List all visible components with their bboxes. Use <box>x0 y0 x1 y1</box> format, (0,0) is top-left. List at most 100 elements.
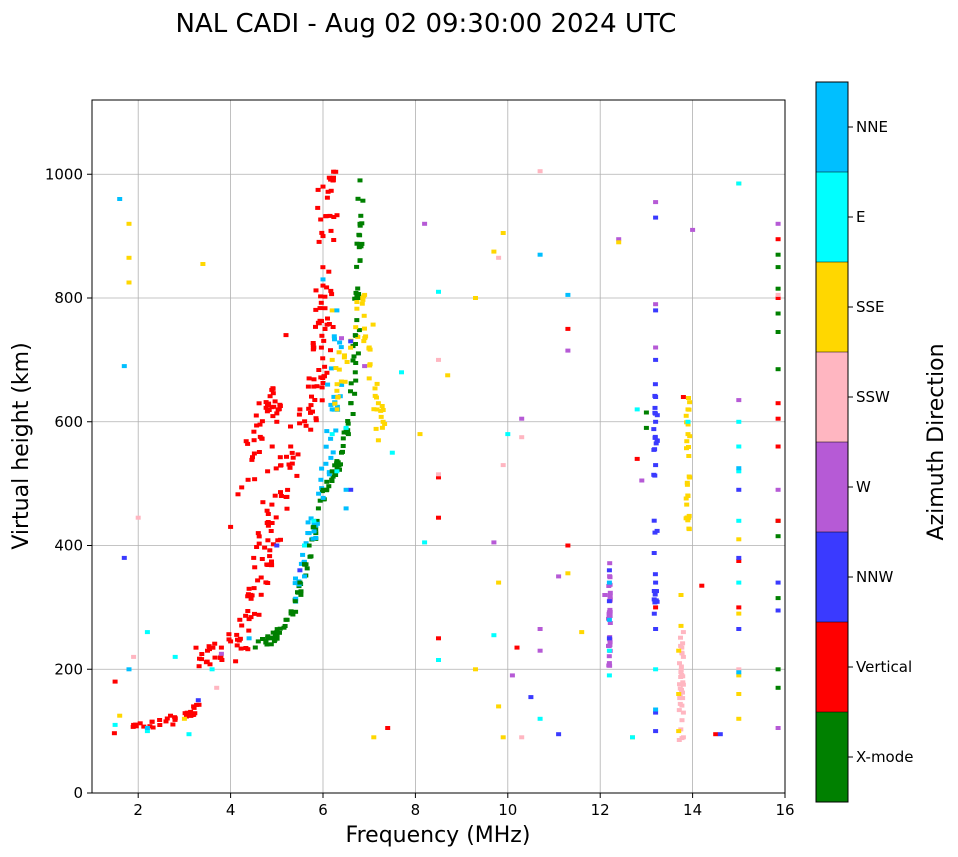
trace-point <box>191 712 197 717</box>
data-point-w <box>606 661 612 666</box>
trace-point <box>265 520 271 524</box>
trace-point <box>315 205 321 210</box>
trace-point <box>607 663 613 668</box>
trace-point <box>203 660 209 665</box>
trace-point <box>237 636 243 641</box>
data-point-w <box>690 227 696 232</box>
trace-point <box>254 423 260 428</box>
trace-point <box>259 436 265 441</box>
trace-point <box>607 607 613 612</box>
trace-point <box>322 327 328 331</box>
data-point-vertical <box>260 500 266 505</box>
data-point-x-mode <box>775 286 781 291</box>
data-point-w <box>556 574 562 579</box>
data-point-sse <box>736 716 742 721</box>
trace-point <box>606 611 612 616</box>
data-point-nne <box>320 277 326 282</box>
data-point-sse <box>200 262 206 266</box>
trace-point <box>328 402 334 407</box>
trace-point <box>324 479 330 484</box>
trace-point <box>342 379 348 384</box>
trace-point <box>323 444 329 449</box>
trace-point <box>607 640 613 645</box>
trace-point <box>272 633 278 638</box>
data-point-sse <box>417 432 423 437</box>
trace-point <box>188 709 194 714</box>
trace-point <box>326 322 332 326</box>
data-point-w <box>602 593 608 597</box>
data-point-x-mode <box>775 685 781 690</box>
data-point-vertical <box>736 559 742 563</box>
data-point-vertical <box>385 726 391 730</box>
data-point-sse <box>329 308 335 313</box>
data-point-vertical <box>775 401 781 406</box>
trace-point <box>676 708 682 713</box>
data-point-x-mode <box>775 667 781 672</box>
trace-point <box>678 664 684 669</box>
trace-point <box>219 658 225 662</box>
trace-point <box>326 470 332 475</box>
data-point-ssw <box>135 515 141 520</box>
trace-point <box>334 466 340 471</box>
data-point-w <box>639 478 645 483</box>
data-point-sse <box>500 735 506 740</box>
trace-point <box>654 438 660 443</box>
trace-point <box>308 516 314 521</box>
trace-point <box>251 451 257 456</box>
trace-point <box>233 659 239 664</box>
data-point-ssw <box>680 735 686 740</box>
data-point-x-mode <box>775 367 781 372</box>
trace-point <box>652 435 658 440</box>
trace-point <box>253 413 259 418</box>
trace-point <box>332 463 338 468</box>
trace-point <box>277 630 282 635</box>
data-point-e <box>736 580 742 585</box>
data-point-w <box>653 345 659 350</box>
trace-point <box>350 412 356 416</box>
trace-point <box>262 545 268 550</box>
trace-point <box>267 394 273 399</box>
data-point-x-mode <box>329 469 335 474</box>
data-point-vertical <box>320 184 326 189</box>
data-point-sse <box>375 438 381 443</box>
trace-point <box>264 642 270 647</box>
data-point-vertical <box>112 679 118 684</box>
trace-point <box>678 643 684 648</box>
trace-point <box>251 429 257 434</box>
data-point-sse <box>117 713 123 718</box>
data-point-vertical <box>168 713 173 718</box>
data-point-vertical <box>736 605 742 610</box>
trace-point <box>358 213 364 218</box>
data-point-sse <box>375 401 381 406</box>
trace-point <box>336 367 342 372</box>
trace-point <box>295 590 301 595</box>
trace-point <box>288 609 294 614</box>
trace-point <box>340 436 346 441</box>
trace-point <box>196 664 202 669</box>
trace-point <box>686 474 692 479</box>
trace-point <box>313 288 319 293</box>
data-point-vertical <box>251 555 257 560</box>
trace-point <box>157 718 163 722</box>
data-point-nne <box>537 252 543 257</box>
colorbar-segment <box>816 262 848 352</box>
trace-point <box>258 592 264 597</box>
trace-point <box>239 623 245 628</box>
trace-point <box>305 520 311 525</box>
x-tick-label: 6 <box>318 801 328 819</box>
data-point-nne <box>121 364 127 369</box>
data-point-ssw <box>537 169 543 174</box>
trace-point <box>318 217 324 222</box>
data-point-nne <box>343 506 349 511</box>
chart-title: NAL CADI - Aug 02 09:30:00 2024 UTC <box>176 9 677 39</box>
colorbar-label-item: SSE <box>856 298 885 316</box>
data-point-e <box>422 540 428 545</box>
trace-point <box>273 515 279 520</box>
trace-point <box>266 408 272 412</box>
trace-point <box>249 457 255 462</box>
trace-point <box>361 339 367 344</box>
trace-point <box>336 350 342 355</box>
data-point-x-mode <box>306 543 312 548</box>
trace-point <box>243 439 249 444</box>
trace-point <box>326 175 332 180</box>
